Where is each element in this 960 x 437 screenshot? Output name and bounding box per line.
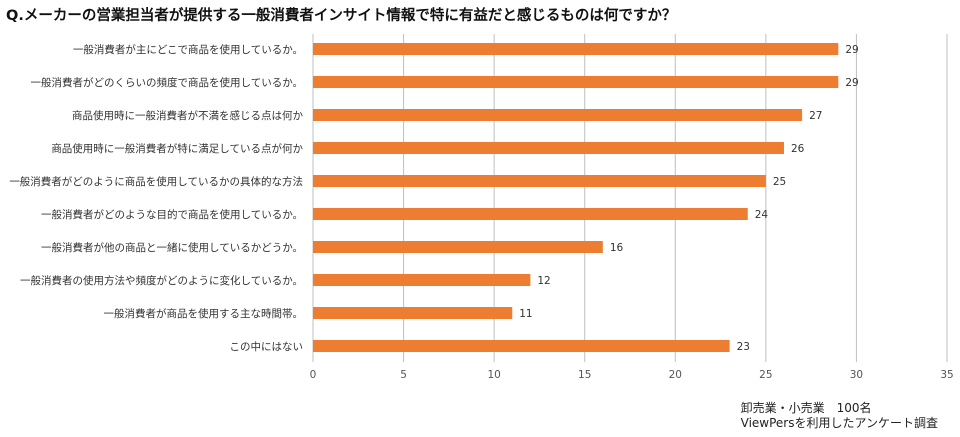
data-label: 26 [791,143,805,155]
data-label: 23 [737,341,750,353]
bar [313,340,730,352]
bar [313,109,803,121]
x-tick-label: 15 [578,369,591,381]
bar [313,142,784,154]
data-label: 12 [537,275,550,287]
x-tick-label: 20 [669,369,682,381]
chart-title: Q.メーカーの営業担当者が提供する一般消費者インサイト情報で特に有益だと感じるも… [6,8,677,24]
category-label: 一般消費者が他の商品と一緒に使用しているかどうか。 [41,241,303,254]
data-label: 29 [845,77,858,89]
category-label: この中にはない [230,340,304,353]
data-label: 25 [773,176,786,188]
footnote-line-1: 卸売業・小売業 100名 [740,401,872,415]
x-tick-label: 30 [850,369,863,381]
category-label: 一般消費者がどのような目的で商品を使用しているか。 [41,208,303,221]
x-tick-label: 0 [310,369,317,381]
bar [313,208,748,220]
category-label: 一般消費者が商品を使用する主な時間帯。 [104,307,304,320]
bar [313,175,766,187]
bar [313,76,839,88]
data-label: 29 [845,44,858,56]
data-label: 16 [610,242,624,254]
bars: 29 29 27 26 25 24 16 12 11 23 [313,43,859,353]
category-labels: 一般消費者が主にどこで商品を使用しているか。一般消費者がどのくらいの頻度で商品を… [9,43,303,353]
data-label: 11 [519,308,532,320]
category-label: 商品使用時に一般消費者が特に満足している点が何か [51,142,303,155]
category-label: 一般消費者が主にどこで商品を使用しているか。 [73,43,303,56]
category-label: 商品使用時に一般消費者が不満を感じる点は何か [72,109,303,122]
category-label: 一般消費者がどのくらいの頻度で商品を使用しているか。 [31,76,303,89]
data-label: 27 [809,110,822,122]
x-axis-ticks: 0 5 10 15 20 25 30 35 [310,369,954,381]
x-tick-label: 5 [400,369,407,381]
bar [313,307,513,319]
category-label: 一般消費者がどのように商品を使用しているかの具体的な方法 [9,175,303,188]
bar [313,274,531,286]
footnote-line-2: ViewPersを利用したアンケート調査 [740,416,938,430]
footnote: 卸売業・小売業 100名 ViewPersを利用したアンケート調査 [741,401,938,431]
x-tick-label: 35 [940,369,953,381]
x-tick-label: 25 [759,369,772,381]
bar [313,43,839,55]
data-label: 24 [755,209,769,221]
bar [313,241,603,253]
x-tick-label: 10 [487,369,500,381]
category-label: 一般消費者の使用方法や頻度がどのように変化しているか。 [20,274,303,287]
